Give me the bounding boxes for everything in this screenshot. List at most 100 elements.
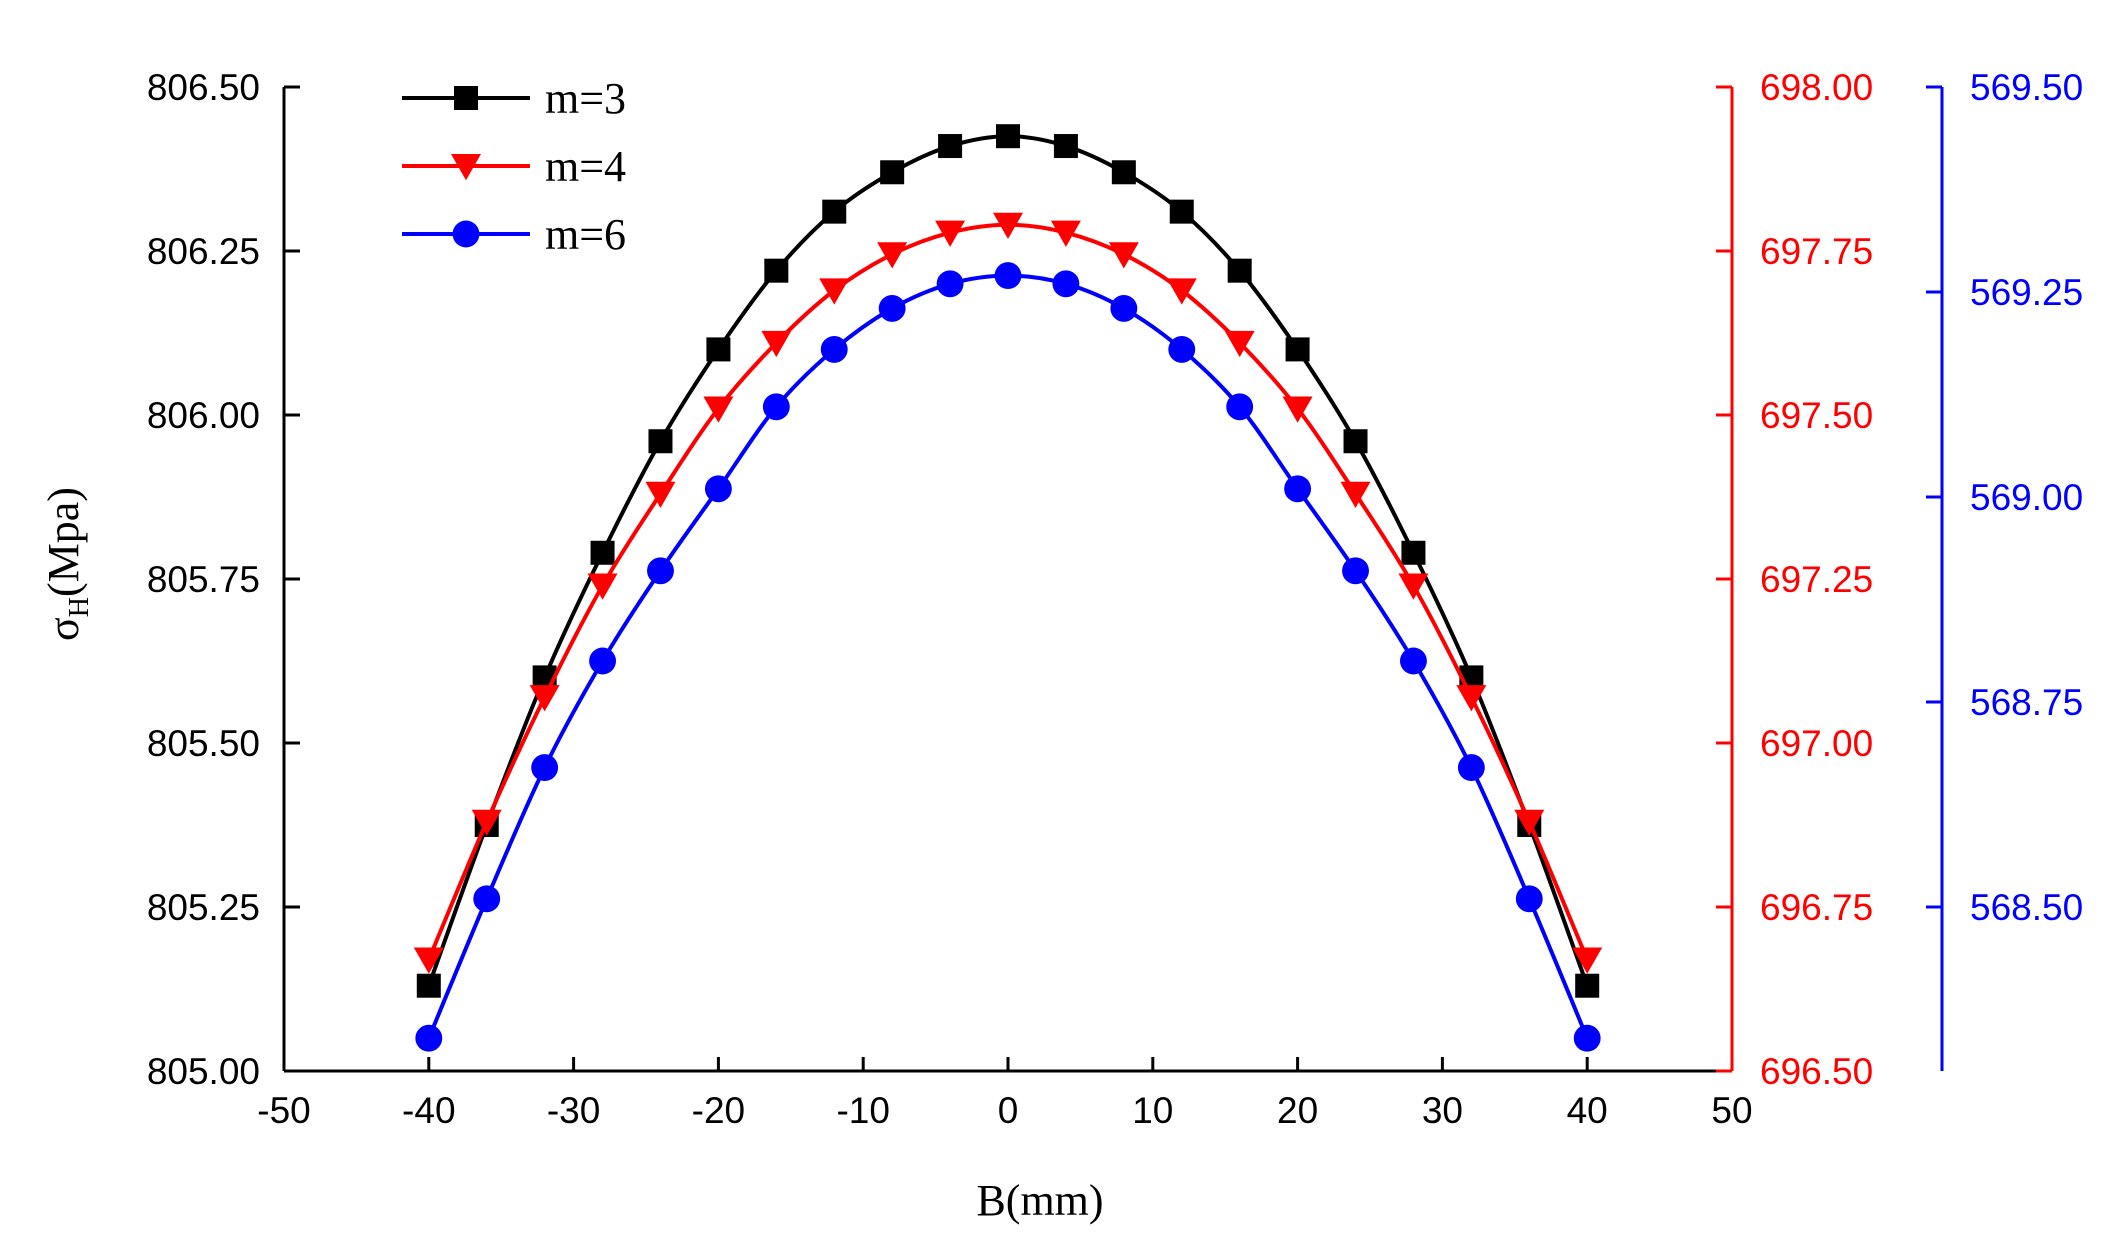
x-tick-label: -20 [692, 1090, 745, 1131]
series-point [704, 475, 732, 503]
left-y-tick-label: 805.50 [147, 723, 260, 764]
right1-y-tick-label: 696.75 [1760, 887, 1873, 928]
series-point [473, 885, 501, 913]
x-tick-label: -10 [836, 1090, 889, 1131]
right2-y-tick-label: 569.25 [1970, 272, 2083, 313]
x-tick-label: 40 [1567, 1090, 1608, 1131]
series-point [587, 573, 618, 600]
legend-item: m=6 [402, 210, 626, 259]
series-point [531, 754, 559, 782]
x-tick-label: 0 [998, 1090, 1019, 1131]
legend: m=3 m=4 m=6 [402, 74, 626, 259]
series-point [1110, 294, 1138, 322]
legend-label: m=3 [545, 74, 626, 123]
y-axis-title-subscript: H [64, 597, 95, 617]
series-point [938, 134, 963, 159]
series-point [1226, 393, 1254, 421]
series-point [1169, 199, 1194, 224]
series-point [1052, 270, 1080, 298]
left-y-tick-label: 806.25 [147, 231, 260, 272]
series-point [993, 212, 1023, 240]
legend-label: m=6 [545, 210, 626, 259]
legend-label: m=4 [545, 142, 626, 191]
right1-y-tick-label: 697.25 [1760, 559, 1873, 600]
series-point [415, 1024, 443, 1052]
right1-y-tick-label: 696.50 [1760, 1051, 1873, 1092]
series-point [822, 199, 847, 224]
x-tick-label: 50 [1711, 1090, 1752, 1131]
y-axis-title-rest: (Mpa) [39, 487, 88, 597]
series-point [994, 262, 1022, 290]
series-point [762, 393, 790, 421]
series-m=6 [415, 262, 1601, 1052]
series-point [1514, 809, 1545, 836]
right1-y-tick-label: 697.50 [1760, 395, 1873, 436]
series-point [648, 429, 673, 454]
x-tick-label: 20 [1277, 1090, 1318, 1131]
legend-marker [451, 154, 481, 181]
series-point [936, 270, 964, 298]
series-point [647, 557, 674, 585]
series-point [1224, 330, 1255, 358]
x-tick-label: -30 [547, 1090, 600, 1131]
series-point [1285, 337, 1310, 362]
series-point [471, 809, 502, 836]
legend-item: m=4 [402, 142, 626, 191]
series-point [996, 124, 1020, 149]
left-y-tick-label: 805.00 [147, 1051, 260, 1092]
x-tick-label: -40 [402, 1090, 455, 1131]
axes-group: -50 -40 -30 -20 -10 0 10 20 30 40 50 805.00 805.25 80… [147, 67, 2083, 1131]
legend-marker [454, 86, 478, 110]
legend-marker [452, 220, 480, 248]
series-m=4 [413, 212, 1603, 974]
series-point [706, 337, 731, 362]
series-group [413, 124, 1603, 1052]
series-point [1401, 540, 1426, 565]
right2-y-tick-label: 569.50 [1970, 67, 2083, 108]
svg-text:σH(Mpa): σH(Mpa) [39, 487, 95, 641]
x-tick-label: 30 [1422, 1090, 1463, 1131]
series-point [820, 335, 848, 363]
series-point [819, 278, 850, 305]
x-tick-label: -50 [257, 1090, 310, 1131]
series-point [1340, 481, 1371, 508]
left-y-tick-label: 805.75 [147, 559, 260, 600]
series-point [764, 258, 789, 283]
series-point [1282, 396, 1313, 423]
right2-y-tick-label: 568.75 [1970, 682, 2083, 723]
series-point [1515, 885, 1543, 913]
right2-y-tick-label: 568.50 [1970, 887, 2083, 928]
series-point [1342, 557, 1369, 585]
series-point [413, 947, 444, 974]
series-point [1573, 1024, 1601, 1052]
legend-item: m=3 [402, 74, 626, 123]
series-point [1343, 429, 1368, 454]
right1-y-tick-label: 697.75 [1760, 231, 1873, 272]
left-y-tick-label: 805.25 [147, 887, 260, 928]
series-point [416, 973, 441, 998]
series-point [1108, 242, 1139, 269]
series-point [589, 647, 616, 675]
series-point [880, 160, 905, 185]
series-point [645, 481, 676, 508]
series-point [1227, 258, 1252, 283]
series-point [1053, 134, 1078, 159]
right2-y-tick-label: 569.00 [1970, 477, 2083, 518]
series-point [529, 685, 560, 712]
series-point [761, 330, 792, 358]
series-point [877, 242, 908, 269]
series-point [1050, 220, 1081, 247]
x-axis-title: B(mm) [976, 1176, 1103, 1225]
right1-y-tick-label: 698.00 [1760, 67, 1873, 108]
series-point [1398, 573, 1429, 600]
series-point [935, 220, 966, 247]
series-point [1457, 754, 1485, 782]
series-point [1168, 335, 1196, 363]
series-point [1456, 685, 1487, 712]
left-y-tick-label: 806.50 [147, 67, 260, 108]
x-tick-label: 10 [1132, 1090, 1173, 1131]
series-point [703, 396, 734, 423]
y-axis-title-main: σ [39, 617, 88, 641]
series-point [1572, 947, 1603, 974]
